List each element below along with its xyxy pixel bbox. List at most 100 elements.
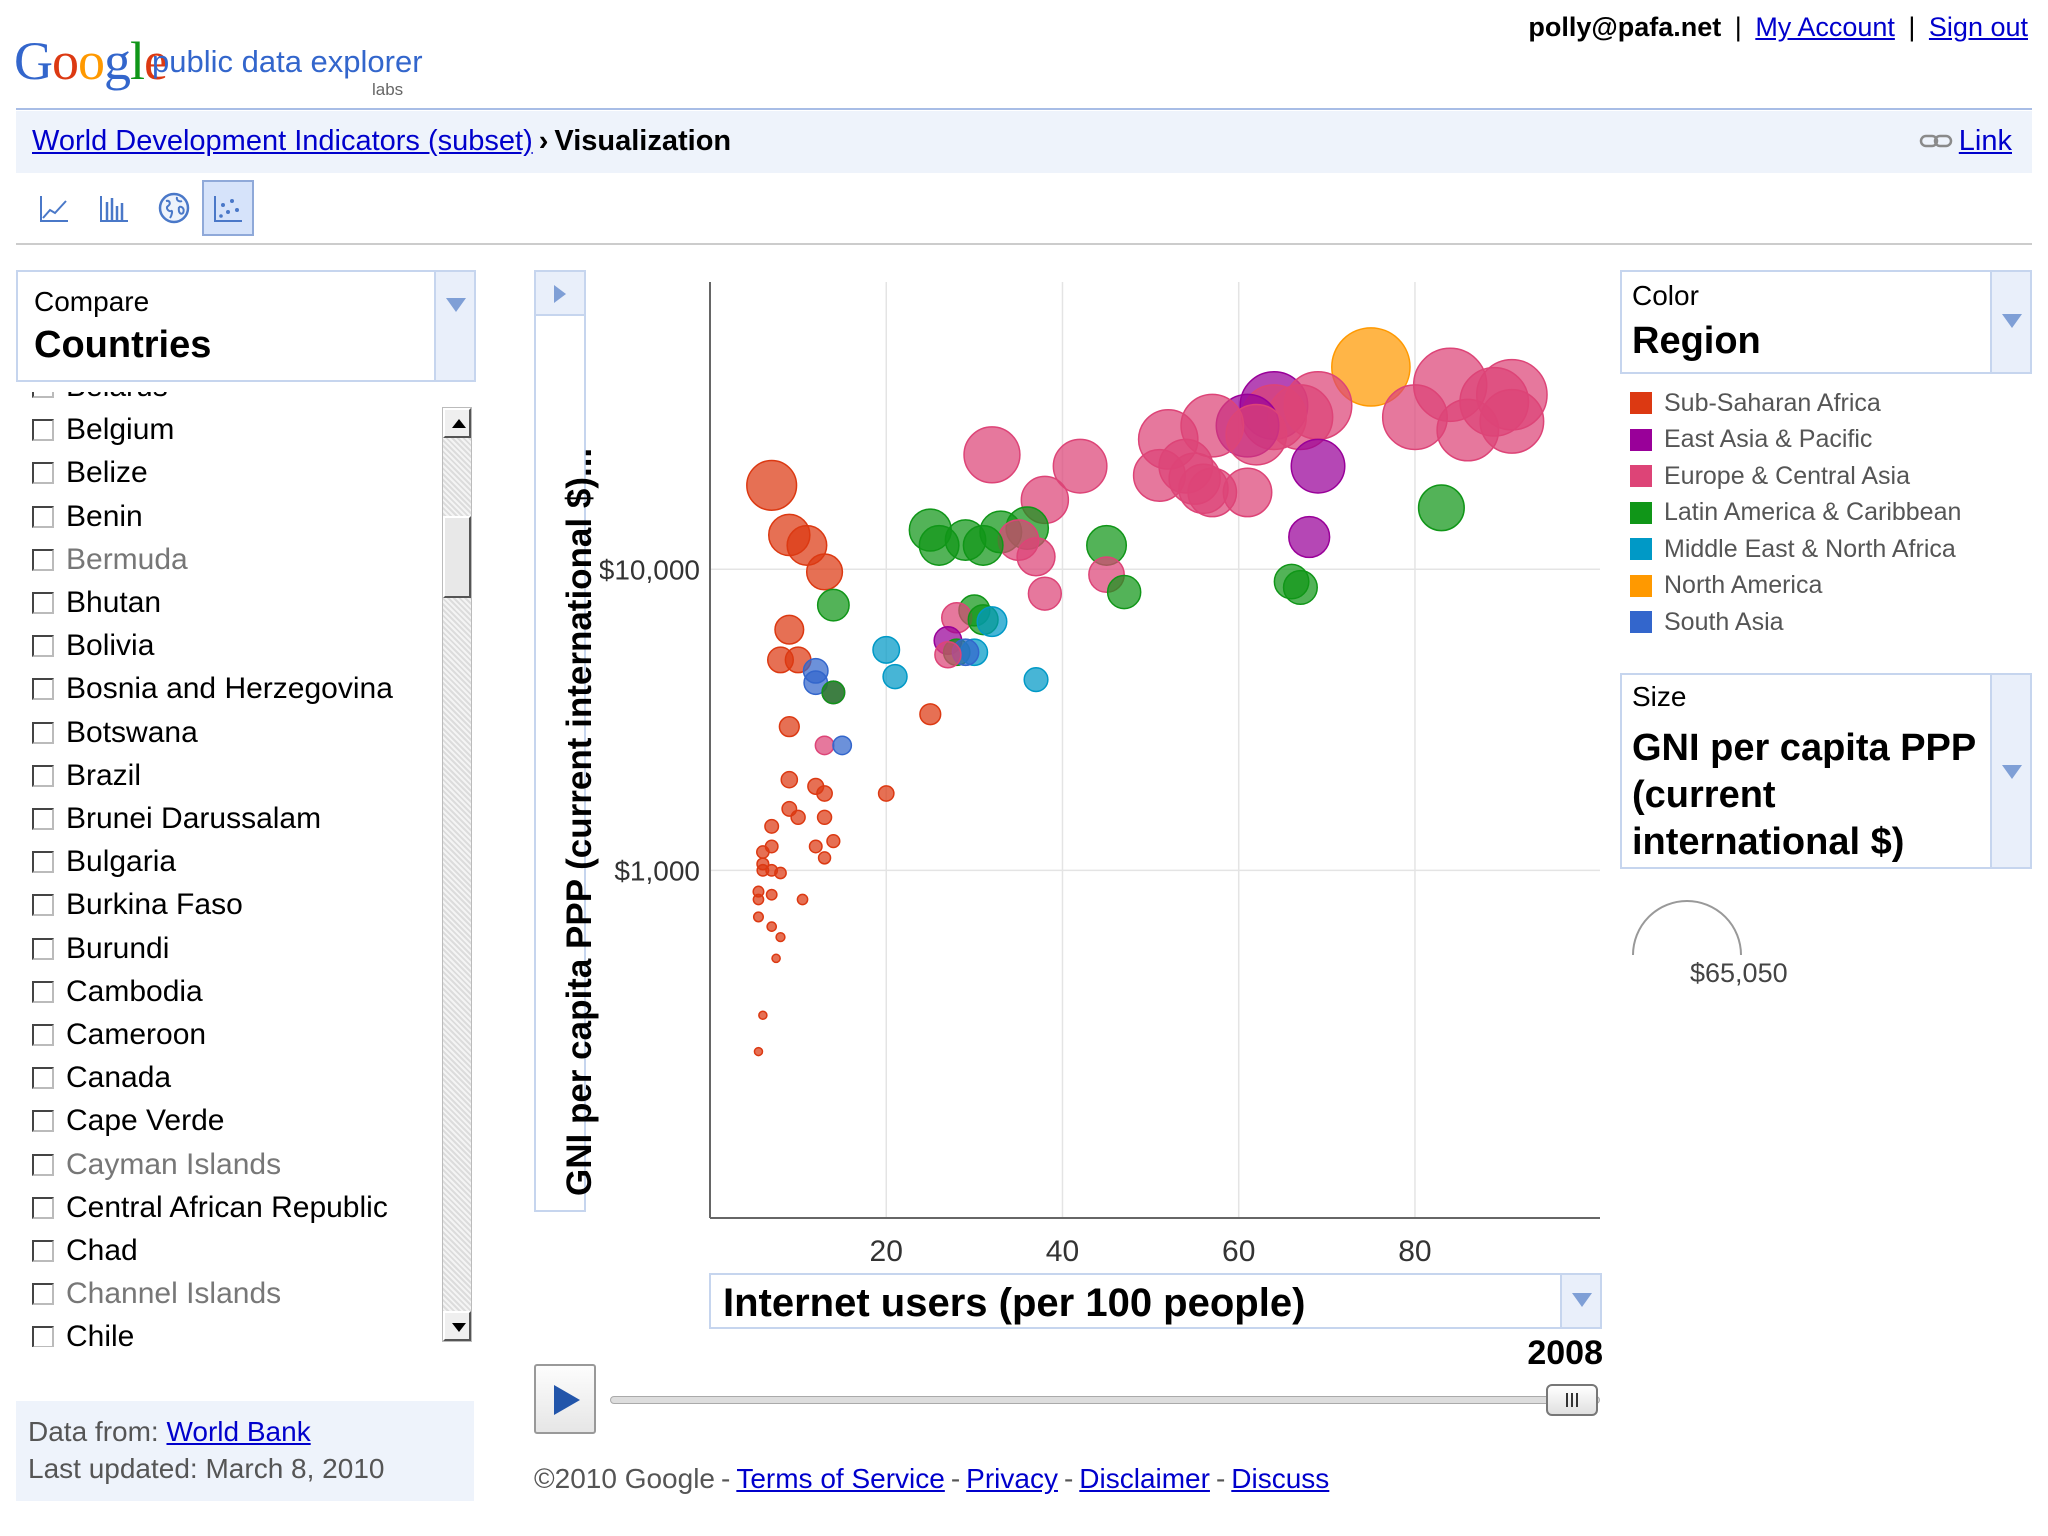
scroll-down-button[interactable] bbox=[443, 1311, 471, 1341]
y-axis-label[interactable]: GNI per capita PPP (current internationa… bbox=[560, 447, 599, 1196]
compare-dropdown-button[interactable] bbox=[434, 272, 474, 380]
country-item[interactable]: Bosnia and Herzegovina bbox=[32, 669, 393, 709]
size-dropdown-button[interactable] bbox=[1990, 675, 2030, 867]
country-item[interactable]: Channel Islands bbox=[32, 1274, 281, 1314]
x-axis-dropdown-button[interactable] bbox=[1560, 1275, 1600, 1327]
color-dropdown[interactable]: Color Region bbox=[1620, 270, 2032, 374]
legend-item[interactable]: North America bbox=[1630, 569, 1822, 603]
x-axis-selector[interactable]: Internet users (per 100 people) bbox=[709, 1273, 1602, 1329]
country-item[interactable]: Bolivia bbox=[32, 626, 154, 666]
country-checkbox[interactable] bbox=[32, 635, 54, 658]
terms-of-service-link[interactable]: Terms of Service bbox=[736, 1463, 945, 1494]
country-item[interactable]: Brunei Darussalam bbox=[32, 799, 321, 839]
country-checkbox[interactable] bbox=[32, 1283, 54, 1306]
country-checkbox[interactable] bbox=[32, 1153, 54, 1176]
country-checkbox[interactable] bbox=[32, 1110, 54, 1133]
toolbar-divider bbox=[16, 243, 2032, 245]
scroll-thumb[interactable] bbox=[443, 516, 471, 598]
country-item[interactable]: Belgium bbox=[32, 410, 174, 450]
country-item[interactable]: Burkina Faso bbox=[32, 885, 243, 925]
compare-dropdown[interactable]: Compare Countries bbox=[16, 270, 476, 382]
scatter-icon bbox=[214, 196, 242, 222]
country-checkbox[interactable] bbox=[32, 1196, 54, 1219]
country-item[interactable]: Canada bbox=[32, 1058, 171, 1098]
country-item[interactable]: Belarus bbox=[32, 392, 168, 407]
country-checkbox[interactable] bbox=[32, 980, 54, 1003]
footer: ©2010 Google - Terms of Service - Privacy - Di… bbox=[534, 1463, 1329, 1495]
country-item[interactable]: Cameroon bbox=[32, 1015, 206, 1055]
country-checkbox[interactable] bbox=[32, 592, 54, 614]
chevron-down-icon bbox=[2002, 314, 2022, 328]
country-item[interactable]: Benin bbox=[32, 497, 143, 537]
legend-item[interactable]: East Asia & Pacific bbox=[1630, 423, 1872, 457]
legend-item[interactable]: Europe & Central Asia bbox=[1630, 459, 1910, 493]
country-checkbox[interactable] bbox=[32, 851, 54, 874]
legend-swatch bbox=[1630, 538, 1652, 560]
country-checkbox[interactable] bbox=[32, 392, 54, 398]
time-slider-track[interactable] bbox=[610, 1396, 1600, 1404]
my-account-link[interactable]: My Account bbox=[1755, 12, 1895, 42]
color-dropdown-button[interactable] bbox=[1990, 272, 2030, 372]
play-button[interactable] bbox=[534, 1364, 596, 1434]
link-label[interactable]: Link bbox=[1958, 125, 2012, 157]
country-label: Belgium bbox=[66, 413, 175, 447]
data-bubble bbox=[752, 911, 764, 923]
data-source-link[interactable]: World Bank bbox=[166, 1416, 311, 1447]
permalink[interactable]: Link bbox=[1919, 125, 2012, 158]
country-checkbox[interactable] bbox=[32, 808, 54, 830]
country-checkbox[interactable] bbox=[32, 894, 54, 917]
privacy-link[interactable]: Privacy bbox=[966, 1463, 1058, 1494]
country-item[interactable]: Botswana bbox=[32, 713, 198, 753]
country-list[interactable]: Belarus Belgium Belize Benin Bermuda Bhutan Bo… bbox=[16, 392, 436, 1347]
country-checkbox[interactable] bbox=[32, 937, 54, 960]
scroll-up-button[interactable] bbox=[443, 408, 471, 438]
country-item[interactable]: Brazil bbox=[32, 756, 141, 796]
time-slider-handle[interactable] bbox=[1546, 1384, 1598, 1416]
disclaimer-link[interactable]: Disclaimer bbox=[1079, 1463, 1210, 1494]
country-label: Channel Islands bbox=[66, 1277, 282, 1311]
legend-item[interactable]: South Asia bbox=[1630, 605, 1784, 639]
google-public-data-explorer-logo[interactable]: Google public data explorer labs bbox=[14, 30, 434, 100]
size-dropdown[interactable]: Size GNI per capita PPP (current interna… bbox=[1620, 673, 2032, 869]
country-item[interactable]: Central African Republic bbox=[32, 1188, 388, 1228]
country-item[interactable]: Cambodia bbox=[32, 972, 203, 1012]
tab-bar-chart[interactable] bbox=[88, 180, 140, 236]
country-checkbox[interactable] bbox=[32, 1240, 54, 1262]
x-axis-label: Internet users (per 100 people) bbox=[723, 1281, 1306, 1325]
country-item[interactable]: Chad bbox=[32, 1231, 138, 1271]
tab-map-chart[interactable] bbox=[148, 180, 200, 236]
legend-item[interactable]: Latin America & Caribbean bbox=[1630, 496, 1961, 530]
country-checkbox[interactable] bbox=[32, 548, 54, 571]
discuss-link[interactable]: Discuss bbox=[1231, 1463, 1330, 1494]
country-item[interactable]: Chile bbox=[32, 1317, 134, 1347]
legend-item[interactable]: Middle East & North Africa bbox=[1630, 532, 1956, 566]
country-item[interactable]: Burundi bbox=[32, 929, 169, 969]
country-checkbox[interactable] bbox=[32, 764, 54, 787]
country-checkbox[interactable] bbox=[32, 462, 54, 485]
country-checkbox[interactable] bbox=[32, 721, 54, 744]
tab-bubble-chart[interactable] bbox=[202, 180, 254, 236]
country-checkbox[interactable] bbox=[32, 1024, 54, 1046]
dataset-link[interactable]: World Development Indicators (subset) bbox=[32, 125, 533, 157]
country-checkbox[interactable] bbox=[32, 1067, 54, 1090]
y-axis-dropdown-button[interactable] bbox=[536, 272, 584, 316]
country-item[interactable]: Bulgaria bbox=[32, 842, 176, 882]
country-list-scrollbar[interactable] bbox=[442, 407, 472, 1342]
tab-line-chart[interactable] bbox=[28, 180, 80, 236]
country-checkbox[interactable] bbox=[32, 505, 54, 528]
country-item[interactable]: Cape Verde bbox=[32, 1101, 224, 1141]
country-item[interactable]: Belize bbox=[32, 453, 148, 493]
sign-out-link[interactable]: Sign out bbox=[1928, 12, 2028, 42]
y-axis-selector[interactable] bbox=[534, 270, 586, 1212]
bubble-chart[interactable]: 20 40 60 80 $1,000 $10,000 bbox=[600, 270, 1610, 1270]
country-label: Bhutan bbox=[66, 586, 162, 619]
data-bubble bbox=[963, 426, 1021, 484]
country-checkbox[interactable] bbox=[32, 678, 54, 701]
country-checkbox[interactable] bbox=[32, 419, 54, 442]
legend-item[interactable]: Sub-Saharan Africa bbox=[1630, 386, 1881, 420]
country-item[interactable]: Cayman Islands bbox=[32, 1145, 281, 1185]
country-checkbox[interactable] bbox=[32, 1326, 54, 1347]
country-item[interactable]: Bermuda bbox=[32, 540, 188, 580]
country-item[interactable]: Bhutan bbox=[32, 583, 161, 623]
separator: | bbox=[1908, 12, 1916, 42]
